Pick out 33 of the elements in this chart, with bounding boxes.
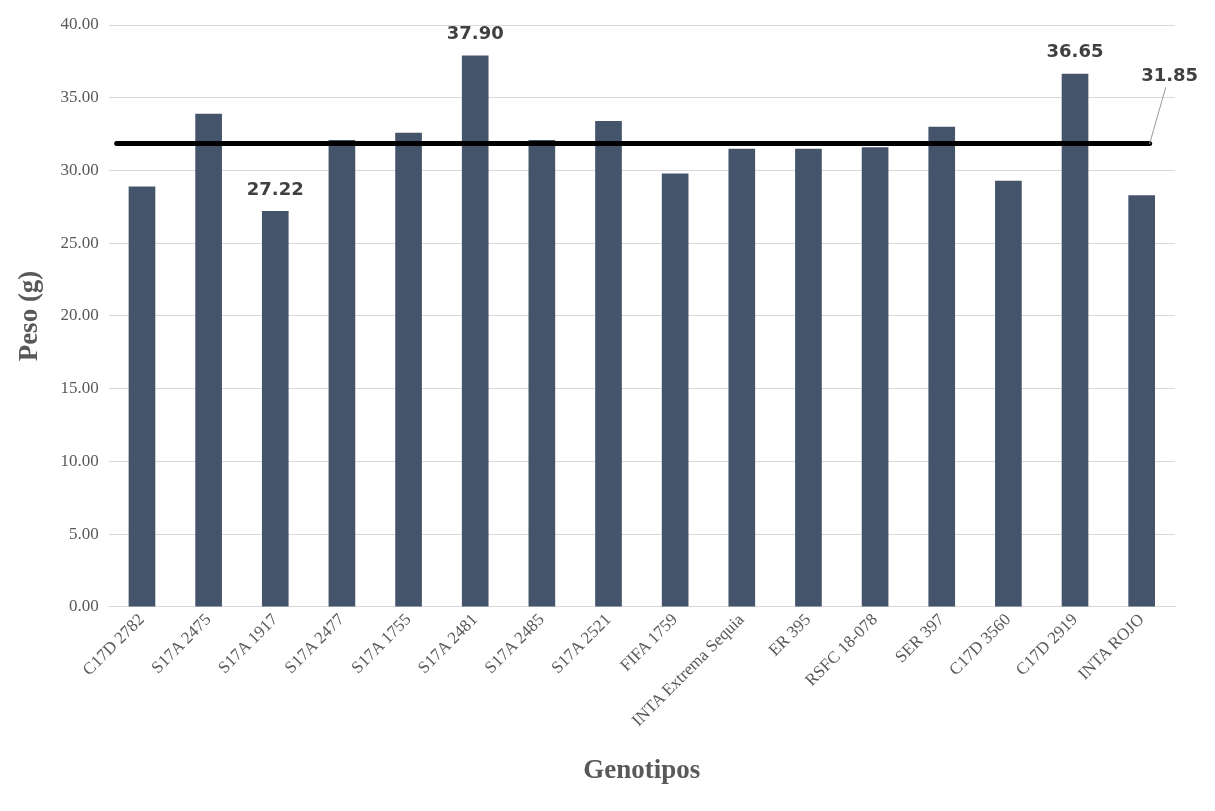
bar <box>728 148 756 607</box>
bar <box>195 113 222 607</box>
x-tick-label: SER 397 <box>891 609 949 667</box>
ref-line-label: 31.85 <box>1141 64 1199 86</box>
y-tick-label: 25.00 <box>60 232 99 252</box>
bar <box>261 210 289 607</box>
data-label: 36.65 <box>1046 40 1104 62</box>
y-tick-label: 30.00 <box>60 159 99 179</box>
bar <box>128 186 156 607</box>
bar <box>995 180 1022 607</box>
bar <box>795 148 822 607</box>
bar <box>395 132 422 607</box>
y-tick-label: 0.00 <box>68 596 99 616</box>
bar <box>328 139 356 607</box>
bar <box>928 126 956 607</box>
x-tick-label: ER 395 <box>764 609 815 660</box>
bar <box>861 147 889 607</box>
data-label: 37.90 <box>446 22 504 44</box>
bar <box>595 121 622 607</box>
bar <box>661 173 689 607</box>
data-label: 27.22 <box>246 177 304 199</box>
bar <box>528 139 556 607</box>
y-tick-label: 5.00 <box>68 523 99 543</box>
y-tick-label: 10.00 <box>60 450 99 470</box>
x-axis-title: Genotipos <box>583 753 701 784</box>
y-axis-title: Peso (g) <box>13 270 44 362</box>
y-tick-label: 40.00 <box>60 14 99 34</box>
bar <box>1061 73 1089 607</box>
y-tick-label: 20.00 <box>60 305 99 325</box>
y-tick-label: 15.00 <box>60 378 99 398</box>
bar <box>461 55 489 607</box>
bar <box>1128 195 1156 607</box>
y-tick-label: 35.00 <box>60 87 99 107</box>
